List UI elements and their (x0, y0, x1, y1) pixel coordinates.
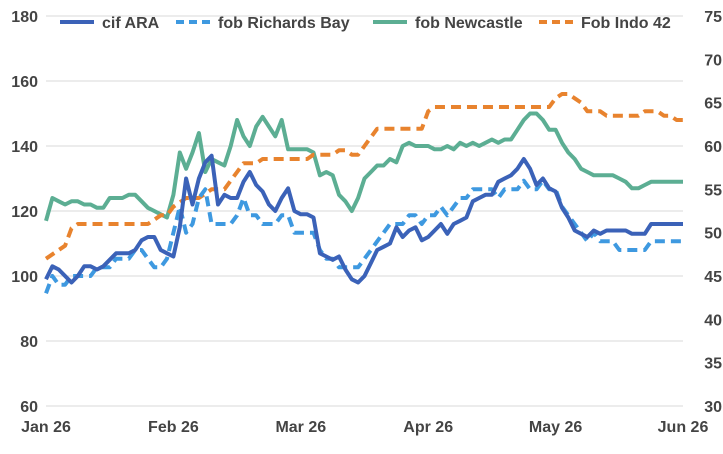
y-left-tick-label: 140 (11, 139, 38, 156)
y-left-tick-label: 100 (11, 269, 38, 286)
x-tick-label: Jun 26 (658, 419, 709, 436)
legend-label: Fob Indo 42 (581, 15, 671, 32)
y-right-tick-label: 35 (704, 356, 722, 373)
series-line-cif-ara (44, 153, 683, 285)
y-right-tick-label: 55 (704, 182, 722, 199)
y-right-tick-label: 30 (704, 399, 722, 416)
y-left-tick-label: 120 (11, 204, 38, 221)
y-right-tick-label: 50 (704, 226, 722, 243)
series-line-fob-richards-bay (44, 178, 683, 294)
legend-label: fob Newcastle (415, 15, 523, 32)
legend-label: cif ARA (102, 15, 160, 32)
x-tick-label: May 26 (529, 419, 582, 436)
series-line-fob-newcastle (44, 111, 683, 222)
y-left-axis-labels: 60 80 100 120 140 160 180 (11, 9, 38, 416)
x-axis-labels: Jan 26 Feb 26 Mar 26 Apr 26 May 26 Jun 26 (21, 419, 708, 436)
y-left-tick-label: 160 (11, 74, 38, 91)
y-right-tick-label: 40 (704, 312, 722, 329)
y-right-tick-label: 75 (704, 9, 722, 26)
y-left-tick-label: 80 (20, 334, 38, 351)
y-left-tick-label: 60 (20, 399, 38, 416)
y-right-tick-label: 60 (704, 139, 722, 156)
x-tick-label: Feb 26 (148, 419, 199, 436)
y-left-tick-label: 180 (11, 9, 38, 26)
y-right-tick-label: 70 (704, 52, 722, 69)
y-right-tick-label: 45 (704, 269, 722, 286)
gridlines (46, 15, 683, 407)
x-tick-label: Apr 26 (403, 419, 453, 436)
y-right-axis-labels: 30 35 40 45 50 55 60 65 70 75 (704, 9, 722, 416)
x-tick-label: Mar 26 (275, 419, 326, 436)
series-line-fob-indo-42 (44, 92, 683, 261)
series-lines (44, 92, 683, 294)
legend-label: fob Richards Bay (218, 15, 350, 32)
legend: cif ARA fob Richards Bay fob Newcastle Fob … (60, 15, 671, 32)
y-right-tick-label: 65 (704, 96, 722, 113)
x-tick-label: Jan 26 (21, 419, 71, 436)
